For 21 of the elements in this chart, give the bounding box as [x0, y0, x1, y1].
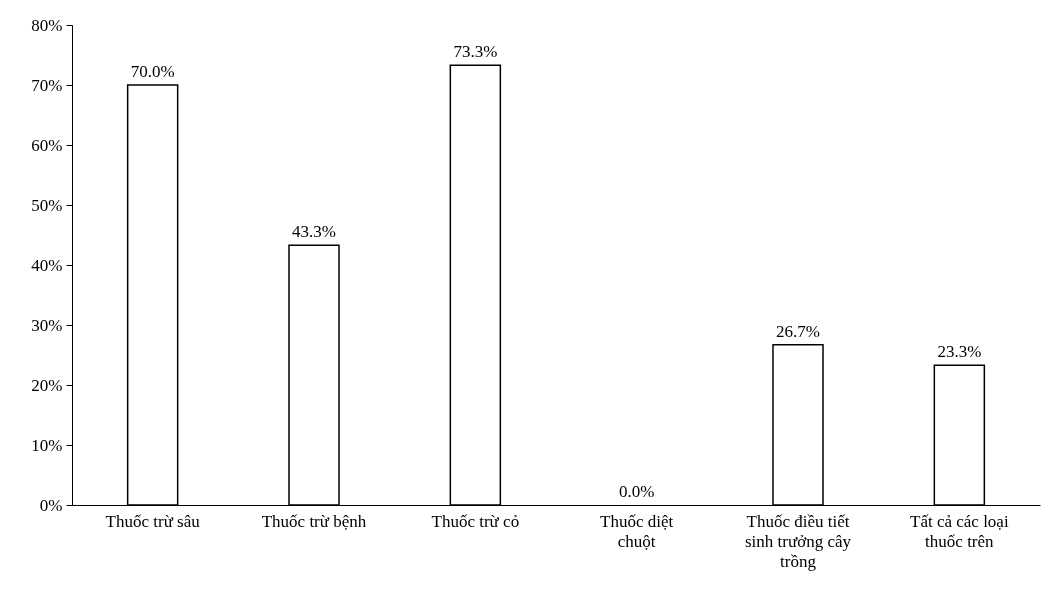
data-label: 23.3%: [937, 342, 982, 362]
y-tick-label: 70%: [31, 75, 63, 95]
x-tick-label: Tất cả các loại thuốc trên: [910, 511, 1009, 551]
x-tick-label: Thuốc trừ sâu: [105, 511, 201, 531]
data-label: 70.0%: [130, 62, 175, 81]
y-tick-label: 20%: [31, 375, 63, 395]
y-tick-label: 30%: [31, 315, 63, 335]
y-tick-label: 50%: [31, 195, 63, 215]
data-label: 26.7%: [776, 321, 820, 341]
data-label: 73.3%: [453, 42, 498, 62]
y-tick-label: 80%: [31, 15, 63, 35]
data-label: 0.0%: [618, 482, 655, 501]
y-tick-label: 0%: [39, 495, 63, 515]
y-tick-label: 10%: [31, 435, 63, 455]
x-tick-label: Thuốc trừ bệnh: [261, 511, 367, 531]
y-tick-label: 60%: [31, 135, 63, 155]
data-label: 43.3%: [292, 222, 336, 242]
x-tick-label: Thuốc điều tiết sinh trưởng cây trồng: [744, 511, 852, 571]
y-tick-label: 40%: [31, 255, 63, 275]
x-tick-label: Thuốc trừ cỏ: [431, 511, 520, 531]
x-tick-label: Thuốc diệt chuột: [600, 511, 674, 551]
